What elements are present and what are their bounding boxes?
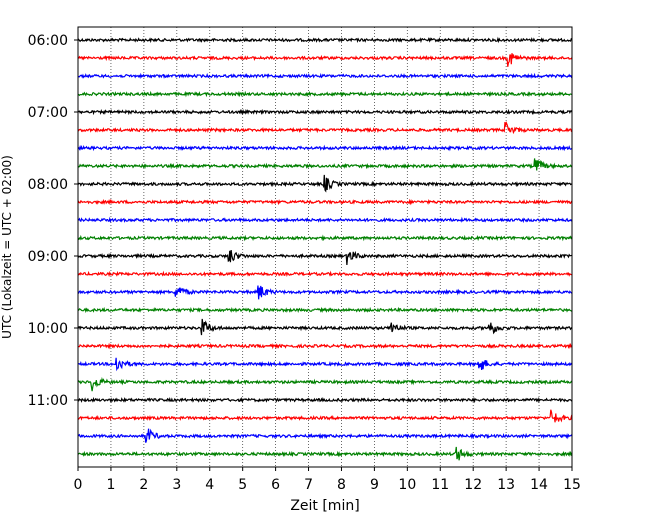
trace-0600 xyxy=(77,36,573,44)
y-axis-label: UTC (Lokalzeit = UTC + 02:00) xyxy=(0,155,14,339)
x-tick-label-2: 2 xyxy=(139,477,148,493)
trace-0800 xyxy=(77,174,573,193)
plot-frame xyxy=(77,26,573,468)
trace-0645 xyxy=(77,90,573,98)
x-tick-label-15: 15 xyxy=(563,477,581,493)
trace-0630 xyxy=(77,72,573,80)
trace-0715 xyxy=(77,121,573,135)
x-tick-label-9: 9 xyxy=(370,477,379,493)
y-tick-label-2: 08:00 xyxy=(28,177,68,193)
x-axis-label: Zeit [min] xyxy=(290,498,359,514)
trace-0915 xyxy=(77,270,573,278)
x-tick-label-7: 7 xyxy=(304,477,313,493)
trace-1015 xyxy=(77,342,573,350)
x-tick-label-8: 8 xyxy=(337,477,346,493)
x-tick-label-1: 1 xyxy=(106,477,115,493)
x-tick-label-6: 6 xyxy=(271,477,280,493)
trace-1115 xyxy=(77,409,573,423)
x-tick-label-11: 11 xyxy=(431,477,449,493)
trace-0745 xyxy=(77,158,573,171)
x-tick-label-0: 0 xyxy=(74,477,83,493)
grid-lines xyxy=(110,27,540,467)
x-tick-label-12: 12 xyxy=(464,477,482,493)
trace-1130 xyxy=(77,428,573,443)
seismic-traces xyxy=(77,36,573,461)
trace-0730 xyxy=(77,144,573,152)
trace-0815 xyxy=(77,198,573,206)
y-tick-label-3: 09:00 xyxy=(28,249,68,265)
trace-0945 xyxy=(78,306,573,314)
trace-0830 xyxy=(77,216,573,224)
x-tick-label-4: 4 xyxy=(205,477,214,493)
x-tick-label-5: 5 xyxy=(238,477,247,493)
x-tick-label-3: 3 xyxy=(172,477,181,493)
x-tick-label-14: 14 xyxy=(530,477,548,493)
y-axis: 06:00 07:00 08:00 09:00 10:00 11:00 xyxy=(28,33,78,409)
trace-0930 xyxy=(77,285,573,300)
trace-0700 xyxy=(77,108,573,116)
trace-1000 xyxy=(77,318,573,336)
trace-0845 xyxy=(77,234,573,242)
trace-0615 xyxy=(77,53,573,67)
y-tick-label-4: 10:00 xyxy=(28,321,68,337)
trace-1045 xyxy=(77,376,573,392)
y-tick-label-0: 06:00 xyxy=(28,33,68,49)
trace-1100 xyxy=(77,396,573,404)
trace-0900 xyxy=(77,249,573,266)
x-tick-label-10: 10 xyxy=(398,477,416,493)
x-tick-label-13: 13 xyxy=(497,477,515,493)
trace-1145 xyxy=(77,446,573,461)
trace-1030 xyxy=(77,357,573,372)
y-tick-label-1: 07:00 xyxy=(28,105,68,121)
y-tick-label-5: 11:00 xyxy=(28,393,68,409)
x-axis: 0 1 2 3 4 5 6 7 8 9 10 11 12 13 14 15 xyxy=(74,467,581,493)
